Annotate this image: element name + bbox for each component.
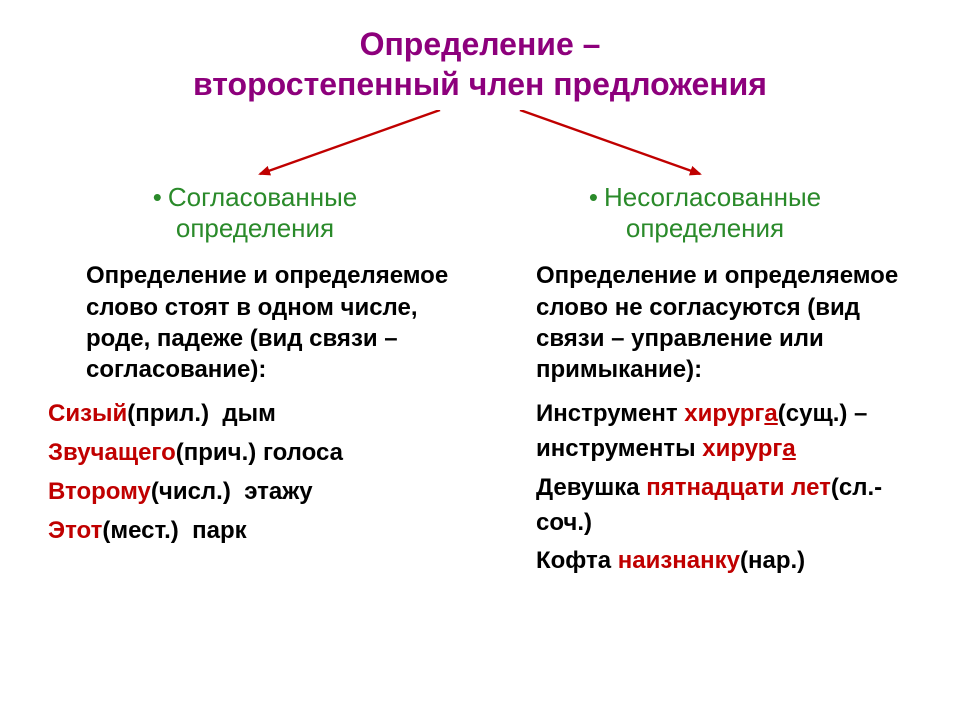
branch-arrows <box>0 110 960 186</box>
hl-prefix: хирург <box>684 400 764 427</box>
subhead-agreed-text: Согласованные определения <box>168 182 357 243</box>
example-highlight: наизнанку <box>618 547 740 574</box>
arrow-left <box>260 110 440 174</box>
example-highlight: хирурга <box>702 435 796 462</box>
col-agreed: •Согласованные определения Определение и… <box>48 182 462 583</box>
example-pos: (сущ.) <box>778 400 848 427</box>
example-highlight: Второму <box>48 478 151 505</box>
example-highlight: Сизый <box>48 400 127 427</box>
example-row: Звучащего(прич.) голоса <box>48 436 462 471</box>
example-pos: (прил.) <box>127 400 209 427</box>
example-row: Девушка пятнадцати лет(сл.-соч.) <box>536 471 912 541</box>
columns: •Согласованные определения Определение и… <box>48 182 912 583</box>
example-pos: (нар.) <box>740 547 805 574</box>
title-line-1: Определение – <box>48 24 912 64</box>
example-highlight: Звучащего <box>48 439 176 466</box>
example-plain: Девушка <box>536 474 640 501</box>
example-row: Второму(числ.) этажу <box>48 475 462 510</box>
example-row: Кофта наизнанку(нар.) <box>536 544 912 579</box>
examples-agreed: Сизый(прил.) дым Звучащего(прич.) голоса… <box>48 397 462 548</box>
page: Определение – второстепенный член предло… <box>0 0 960 720</box>
example-rest: голоса <box>263 439 343 466</box>
subhead-nonagreed-text: Несогласованные определения <box>604 182 821 243</box>
example-pos: (прич.) <box>176 439 257 466</box>
hl-underline: а <box>764 400 777 427</box>
example-pos: (мест.) <box>102 517 178 544</box>
hl-underline: а <box>782 435 795 462</box>
desc-nonagreed: Определение и определяемое слово не согл… <box>498 258 912 385</box>
example-plain: Инструмент <box>536 400 678 427</box>
examples-nonagreed: Инструмент хирурга(сущ.) – инструменты х… <box>498 397 912 579</box>
hl-prefix: хирург <box>702 435 782 462</box>
example-pos: (числ.) <box>151 478 231 505</box>
example-row: Этот(мест.) парк <box>48 514 462 549</box>
bullet-icon: • <box>153 182 162 213</box>
example-highlight: хирурга <box>684 400 778 427</box>
bullet-icon: • <box>589 182 598 213</box>
desc-agreed: Определение и определяемое слово стоят в… <box>48 258 462 385</box>
example-plain: Кофта <box>536 547 611 574</box>
col-nonagreed: •Несогласованные определения Определение… <box>498 182 912 583</box>
example-rest: парк <box>192 517 247 544</box>
subhead-agreed: •Согласованные определения <box>48 182 462 244</box>
example-row: Инструмент хирурга(сущ.) – инструменты х… <box>536 397 912 467</box>
example-rest: этажу <box>244 478 312 505</box>
subhead-nonagreed: •Несогласованные определения <box>498 182 912 244</box>
page-title: Определение – второстепенный член предло… <box>48 24 912 104</box>
title-line-2: второстепенный член предложения <box>48 64 912 104</box>
arrow-right <box>520 110 700 174</box>
example-row: Сизый(прил.) дым <box>48 397 462 432</box>
example-highlight: Этот <box>48 517 102 544</box>
example-highlight: пятнадцати лет <box>646 474 831 501</box>
example-rest: дым <box>222 400 275 427</box>
